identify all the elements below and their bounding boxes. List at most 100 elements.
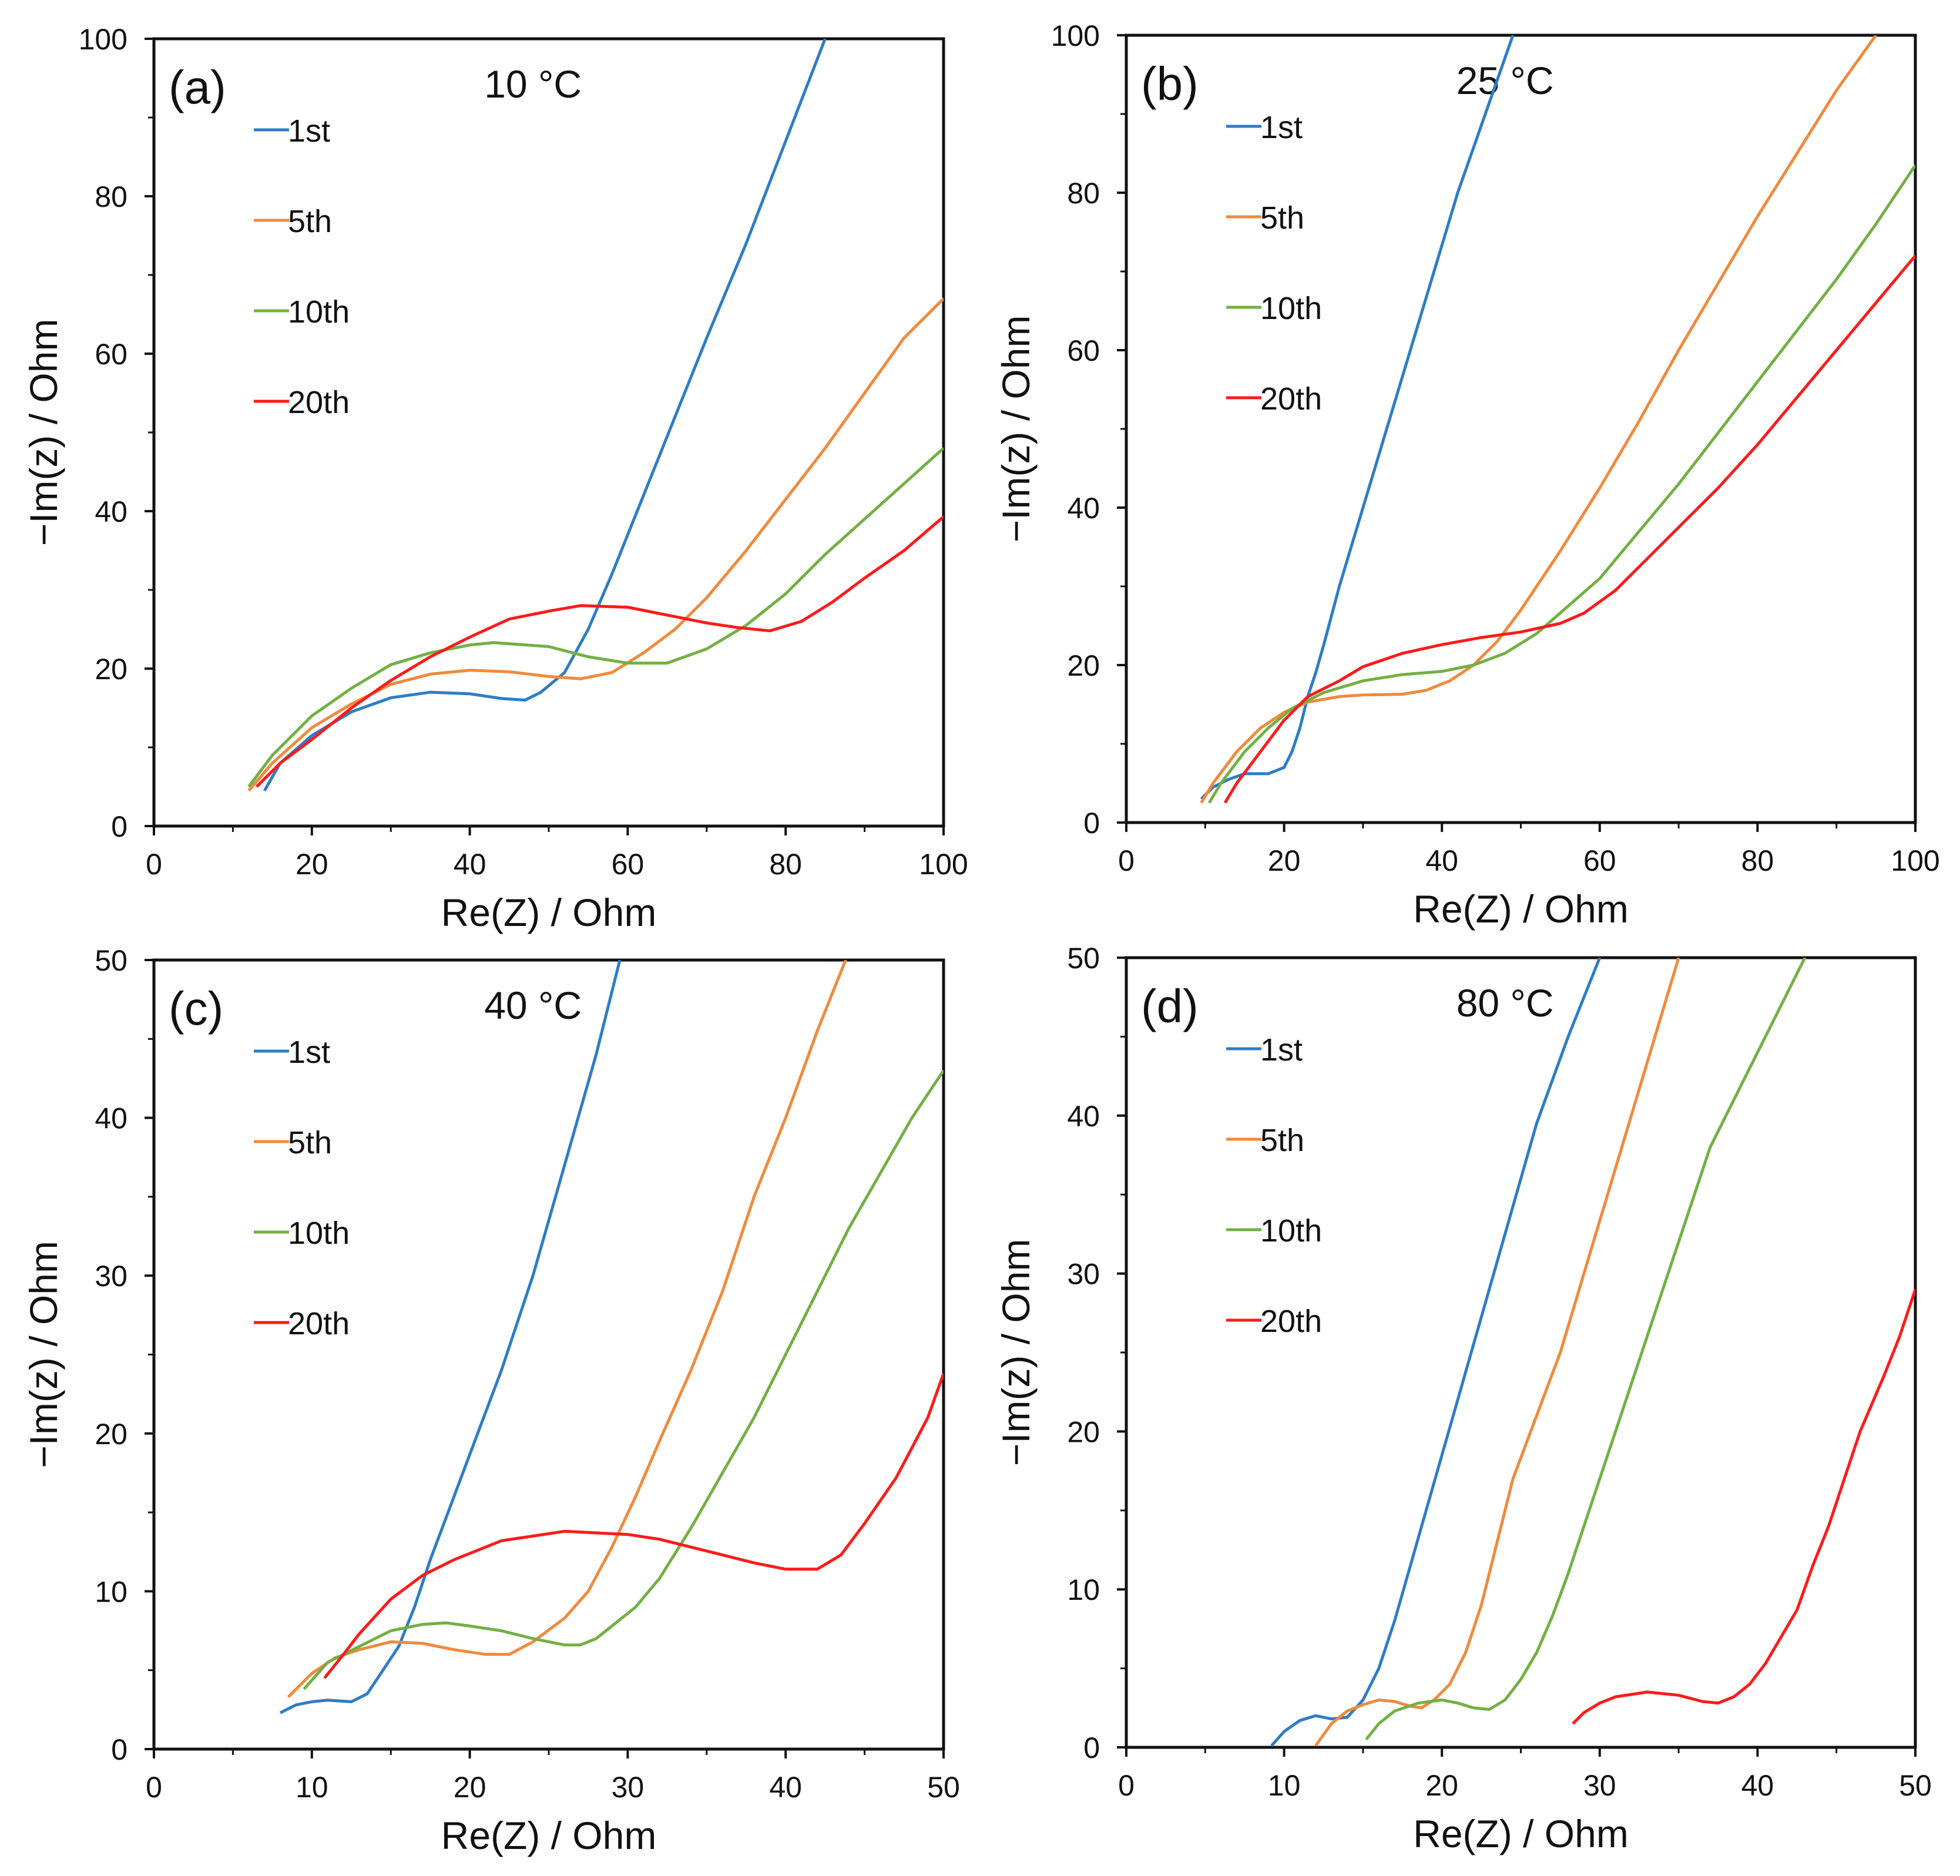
- y-tick-label: 0: [111, 1733, 127, 1766]
- x-tick-label: 80: [1741, 844, 1774, 877]
- legend-label: 20th: [1260, 381, 1322, 417]
- x-tick-label: 20: [296, 848, 328, 881]
- temperature-title: 80 °C: [1456, 981, 1554, 1025]
- panel-label: (d): [1141, 980, 1199, 1032]
- series-line-1st: [1200, 35, 1515, 800]
- y-tick-label: 40: [95, 495, 127, 528]
- plot-frame: [1125, 956, 1917, 1749]
- series-line-20th: [1572, 1288, 1915, 1725]
- series-group: [247, 39, 944, 792]
- x-axis-label: Re(Z) / Ohm: [441, 1814, 657, 1857]
- y-axis-label: −Im(z) / Ohm: [22, 1241, 65, 1468]
- y-tick-label: 10: [1067, 1573, 1100, 1606]
- x-tick-label: 0: [146, 1771, 162, 1804]
- x-tick-label: 10: [296, 1771, 328, 1804]
- legend-label: 5th: [1260, 200, 1304, 236]
- x-tick-label: 100: [1891, 844, 1939, 877]
- y-tick-label: 10: [95, 1575, 127, 1608]
- legend-label: 20th: [288, 385, 350, 420]
- y-axis-label: −Im(z) / Ohm: [994, 316, 1038, 543]
- panel-label: (b): [1141, 58, 1199, 110]
- x-tick-label: 20: [1425, 1769, 1458, 1802]
- chart-panel-c: 0 10 20 30 40 50 0 10 20 30 40 50 Re(Z) / Ohm −Im(z) …: [22, 944, 960, 1857]
- legend-label: 1st: [1260, 110, 1303, 145]
- y-tick-label: 20: [95, 1418, 127, 1451]
- y-tick-label: 100: [79, 23, 127, 56]
- x-tick-label: 0: [1118, 844, 1135, 877]
- legend-label: 5th: [288, 204, 332, 239]
- y-tick-label: 80: [95, 180, 127, 213]
- x-tick-label: 40: [454, 848, 486, 881]
- x-tick-label: 20: [454, 1771, 486, 1804]
- y-axis-label: −Im(z) / Ohm: [22, 319, 65, 546]
- legend-label: 20th: [288, 1306, 350, 1341]
- y-tick-label: 50: [95, 944, 127, 977]
- x-tick-label: 100: [919, 848, 968, 881]
- series-line-20th: [255, 515, 944, 788]
- plot-frame: [152, 37, 945, 828]
- temperature-title: 40 °C: [484, 984, 582, 1027]
- chart-panel-d: 0 10 20 30 40 50 0 10 20 30 40 50 Re(Z) / Ohm −Im(z) …: [994, 942, 1932, 1855]
- series-group: [1200, 35, 1915, 804]
- series-line-10th: [247, 447, 944, 788]
- series-line-20th: [323, 1372, 944, 1679]
- legend-label: 1st: [1260, 1032, 1303, 1068]
- series-group: [279, 960, 944, 1714]
- series-line-1st: [263, 39, 827, 791]
- x-tick-label: 50: [1899, 1769, 1932, 1802]
- legend-label: 10th: [1260, 291, 1322, 326]
- temperature-title: 25 °C: [1456, 59, 1554, 102]
- legend-label: 10th: [288, 1216, 350, 1251]
- y-tick-label: 20: [1067, 649, 1100, 682]
- legend-label: 10th: [288, 294, 350, 330]
- series-line-5th: [287, 960, 847, 1699]
- x-tick-label: 60: [1583, 844, 1616, 877]
- x-tick-label: 10: [1268, 1769, 1301, 1802]
- y-tick-label: 100: [1051, 19, 1100, 52]
- y-tick-label: 20: [95, 653, 127, 686]
- series-line-1st: [279, 960, 622, 1714]
- x-tick-label: 40: [769, 1771, 802, 1804]
- legend-label: 1st: [288, 1035, 330, 1070]
- x-axis-label: Re(Z) / Ohm: [1413, 1812, 1629, 1855]
- series-line-10th: [1365, 958, 1807, 1741]
- chart-panel-a: 0 20 40 60 80 100 0 20 40 60 80 100 Re(Z) / Ohm −Im(z…: [22, 23, 968, 934]
- series-line-20th: [1223, 254, 1915, 804]
- x-tick-label: 20: [1268, 844, 1301, 877]
- y-tick-label: 40: [1067, 1100, 1100, 1133]
- y-tick-label: 60: [95, 338, 127, 371]
- y-tick-label: 0: [1083, 807, 1100, 840]
- legend-label: 10th: [1260, 1213, 1322, 1249]
- legend-label: 1st: [288, 113, 330, 149]
- y-tick-label: 20: [1067, 1415, 1100, 1448]
- y-tick-label: 30: [95, 1260, 127, 1293]
- series-line-5th: [247, 297, 944, 792]
- x-tick-label: 40: [1425, 844, 1458, 877]
- x-axis-label: Re(Z) / Ohm: [1413, 887, 1629, 931]
- y-axis-label: −Im(z) / Ohm: [994, 1239, 1038, 1466]
- y-tick-label: 40: [95, 1102, 127, 1135]
- y-tick-label: 60: [1067, 334, 1100, 367]
- x-tick-label: 80: [769, 848, 802, 881]
- y-tick-label: 0: [1083, 1731, 1100, 1764]
- y-tick-label: 30: [1067, 1258, 1100, 1291]
- series-line-5th: [1314, 958, 1680, 1747]
- x-tick-label: 0: [1118, 1769, 1135, 1802]
- series-line-5th: [1200, 35, 1877, 804]
- x-tick-label: 30: [612, 1771, 645, 1804]
- series-group: [1270, 958, 1915, 1747]
- panel-label: (a): [169, 61, 226, 113]
- x-tick-label: 60: [612, 848, 645, 881]
- legend-label: 5th: [288, 1125, 332, 1160]
- temperature-title: 10 °C: [484, 62, 582, 106]
- x-axis-label: Re(Z) / Ohm: [441, 891, 657, 934]
- panel-label: (c): [169, 982, 223, 1035]
- x-tick-label: 50: [927, 1771, 960, 1804]
- legend-label: 20th: [1260, 1304, 1322, 1339]
- y-tick-label: 80: [1067, 177, 1100, 210]
- y-tick-label: 40: [1067, 492, 1100, 525]
- series-line-1st: [1270, 958, 1602, 1747]
- y-tick-label: 50: [1067, 942, 1100, 975]
- y-tick-label: 0: [111, 810, 127, 843]
